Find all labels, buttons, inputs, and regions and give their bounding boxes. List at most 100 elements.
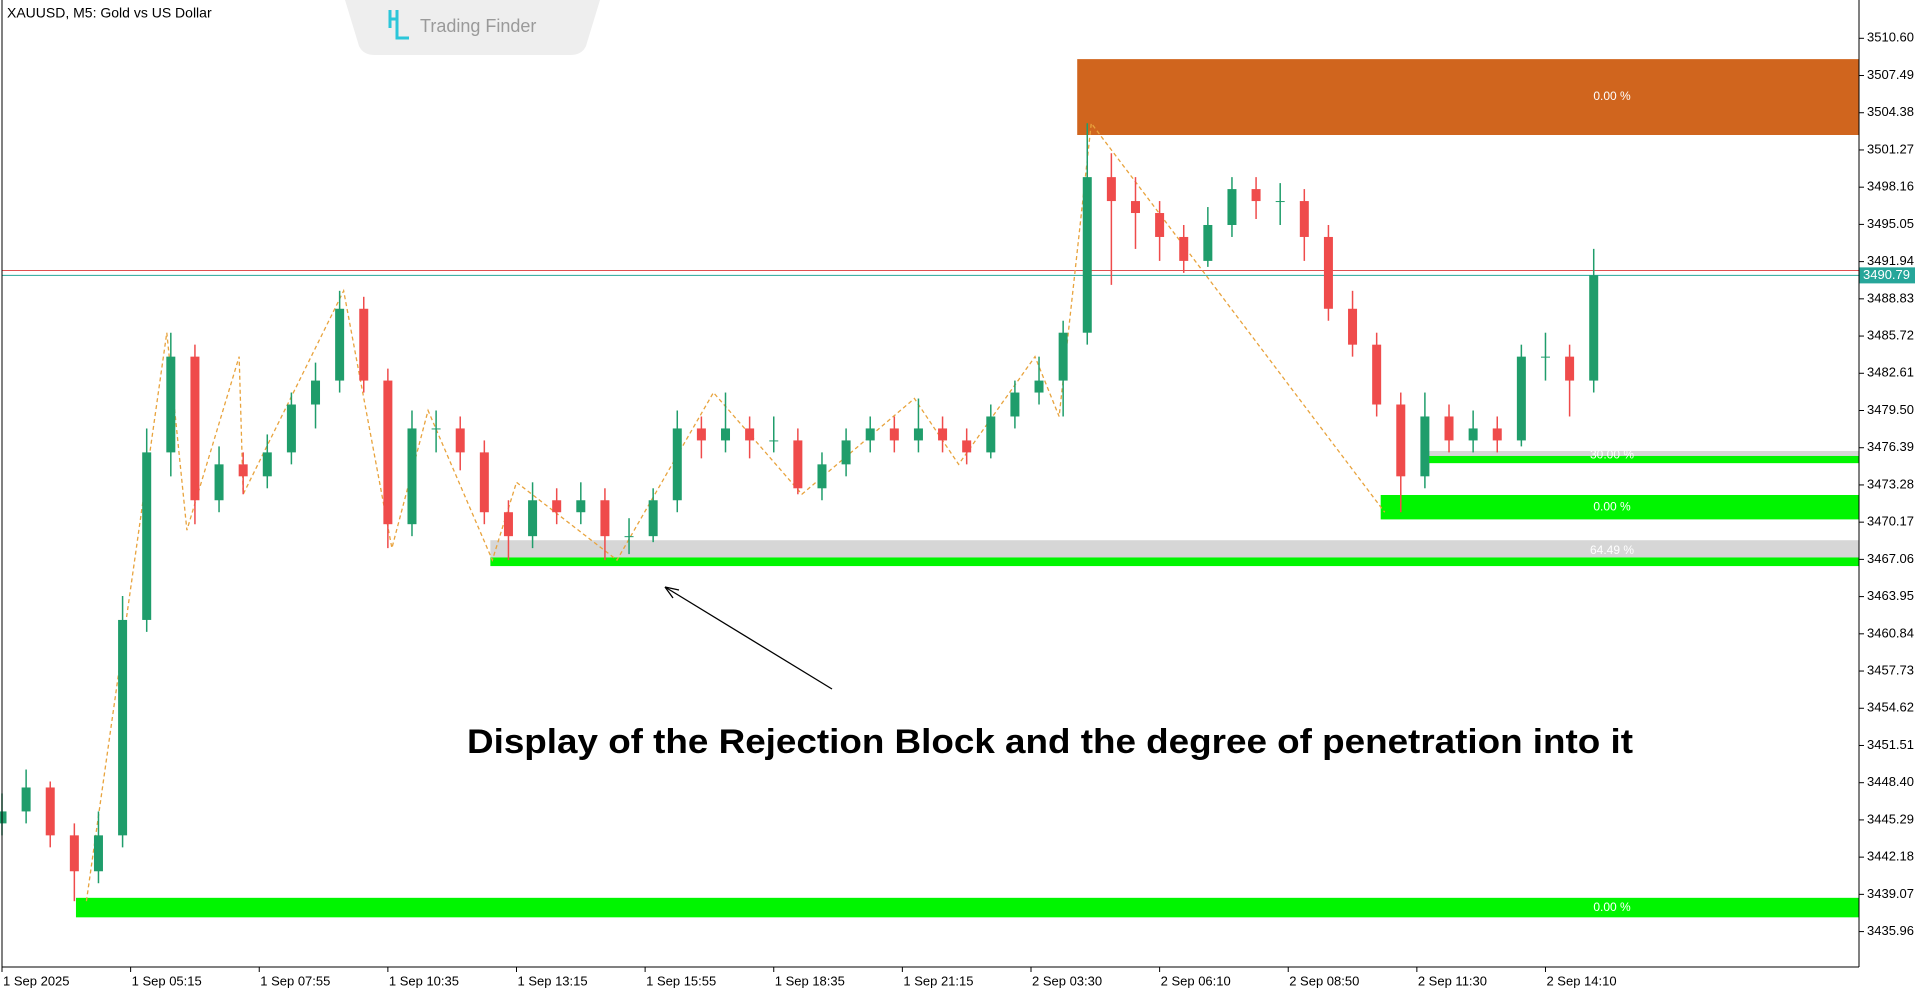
candle-body (311, 380, 321, 405)
candle-body (359, 308, 369, 381)
candle-body (889, 428, 899, 441)
penetrated-zone (490, 540, 1859, 558)
candle-body (769, 440, 779, 442)
y-tick-label: 3448.40 (1867, 774, 1914, 789)
y-tick-label: 3470.17 (1867, 514, 1914, 529)
x-tick-label: 2 Sep 08:50 (1289, 973, 1359, 988)
candle-body (600, 500, 610, 537)
candle-body (1420, 416, 1430, 477)
candle-body (865, 428, 875, 441)
y-tick-label: 3463.95 (1867, 588, 1914, 603)
x-tick-label: 1 Sep 15:55 (646, 973, 716, 988)
candle-body (1203, 224, 1213, 261)
y-tick-label: 3460.84 (1867, 625, 1914, 640)
watermark-tab (345, 0, 600, 55)
annotation-arrow (664, 586, 833, 690)
candle-body (1540, 356, 1550, 358)
candle-body (817, 464, 827, 489)
candle-body (1396, 404, 1406, 477)
candle-body (1227, 189, 1237, 225)
candle-body (286, 404, 296, 453)
candle-body (552, 500, 562, 513)
bid-label: 3490.79 (1863, 267, 1910, 282)
x-tick-label: 1 Sep 05:15 (132, 973, 202, 988)
x-tick-label: 1 Sep 18:35 (775, 973, 845, 988)
x-tick-label: 1 Sep 10:35 (389, 973, 459, 988)
rejection-block (1077, 59, 1859, 135)
candle-body (913, 428, 923, 441)
candle-body (962, 440, 972, 453)
bid-label-box (1859, 267, 1915, 284)
candle-body (1082, 177, 1092, 333)
zone-label: 64.49 % (1590, 543, 1634, 557)
candle-body (455, 428, 465, 453)
x-tick-label: 1 Sep 21:15 (903, 973, 973, 988)
candle-body (1492, 428, 1502, 441)
y-tick-label: 3445.29 (1867, 811, 1914, 826)
candle-body (166, 356, 176, 453)
candle-body (1565, 356, 1575, 381)
watermark-logo (388, 10, 409, 40)
y-tick-label: 3451.51 (1867, 737, 1914, 752)
y-tick-label: 3467.06 (1867, 551, 1914, 566)
annotation-arrowhead (664, 586, 680, 599)
y-tick-label: 3485.72 (1867, 327, 1914, 342)
candle-body (576, 500, 586, 513)
x-tick-label: 1 Sep 07:55 (260, 973, 330, 988)
candle-body (986, 416, 996, 453)
y-tick-label: 3473.28 (1867, 476, 1914, 491)
candle-body (1372, 344, 1382, 405)
candle-body (745, 428, 755, 441)
candle-body (793, 440, 803, 489)
candle-body (721, 428, 731, 441)
x-tick-label: 2 Sep 11:30 (1418, 973, 1487, 988)
y-tick-label: 3495.05 (1867, 216, 1914, 231)
rejection-block (490, 557, 1859, 567)
candle-body (479, 452, 489, 513)
y-tick-label: 3488.83 (1867, 290, 1914, 305)
y-tick-label: 3435.96 (1867, 923, 1914, 938)
x-tick-label: 2 Sep 06:10 (1161, 973, 1231, 988)
candle-body (1348, 308, 1358, 345)
candle-body (1034, 380, 1044, 393)
y-tick-label: 3498.16 (1867, 179, 1914, 194)
candle-body (696, 428, 706, 441)
candle-body (21, 787, 31, 812)
candle-body (118, 619, 128, 836)
zone-label: 0.00 % (1593, 499, 1631, 513)
candle-body (1106, 177, 1116, 202)
candle-body (503, 512, 513, 537)
candle-body (841, 440, 851, 465)
candle-body (1516, 356, 1526, 441)
candle-body (93, 835, 103, 872)
y-tick-label: 3442.18 (1867, 849, 1914, 864)
candle-body (1468, 428, 1478, 441)
y-tick-label: 3482.61 (1867, 365, 1914, 380)
zigzag-line (85, 121, 1386, 902)
candle-body (1155, 213, 1165, 237)
candle-body (335, 308, 345, 381)
candle-body (1058, 332, 1068, 381)
candle-body (69, 835, 79, 872)
candle-body (1010, 392, 1020, 417)
candle-body (142, 452, 152, 620)
rejection-block (1380, 494, 1859, 520)
candle-body (1299, 201, 1309, 237)
candle-body (1275, 201, 1285, 203)
candle-body (190, 356, 200, 501)
candle-body (1130, 201, 1140, 214)
annotation: Display of the Rejection Block and the d… (467, 723, 1633, 761)
candle-body (672, 428, 682, 501)
candle-body (431, 428, 441, 430)
y-tick-label: 3507.49 (1867, 67, 1914, 82)
y-tick-label: 3510.60 (1867, 30, 1914, 45)
y-tick-label: 3439.07 (1867, 886, 1914, 901)
y-tick-label: 3504.38 (1867, 104, 1914, 119)
y-tick-label: 3501.27 (1867, 141, 1914, 156)
candle-body (1444, 416, 1454, 441)
candle-body (1589, 275, 1599, 381)
y-tick-label: 3457.73 (1867, 662, 1914, 677)
candle-body (1323, 236, 1333, 309)
y-tick-label: 3454.62 (1867, 700, 1914, 715)
